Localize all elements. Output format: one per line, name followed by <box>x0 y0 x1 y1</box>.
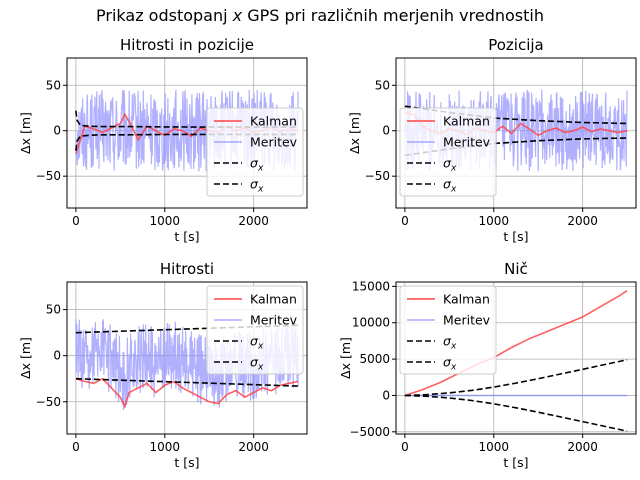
legend-label: Meritev <box>250 313 298 328</box>
y-axis-label: Δx [m] <box>347 112 362 154</box>
y-axis-label: Δx [m] <box>338 337 353 379</box>
chart-panel-1: 0 1000 2000 −50 0 50 Hitrosti in pozicije t [s]… <box>18 36 308 244</box>
x-tick-label: 1000 <box>479 214 510 228</box>
legend-box <box>399 285 497 375</box>
panel-title: Nič <box>504 260 528 278</box>
legend-label: σx <box>443 334 457 352</box>
x-tick-label: 0 <box>72 440 80 454</box>
x-tick-label: 2000 <box>238 440 269 454</box>
legend-label: σx <box>443 156 457 174</box>
y-axis-label: Δx [m] <box>18 337 33 379</box>
panel-title: Hitrosti <box>160 260 214 278</box>
chart-panel-4: 0 1000 2000 −5000 0 5000 10000 15000 Nič t [s] Δx … <box>338 260 637 470</box>
x-tick-label: 1000 <box>150 214 181 228</box>
legend-label: Meritev <box>443 313 491 328</box>
x-tick-label: 1000 <box>150 440 181 454</box>
y-tick-label: 50 <box>46 78 61 92</box>
x-axis-label: t [s] <box>174 229 199 244</box>
legend: Kalman Meritev σx σx <box>399 107 497 197</box>
y-tick-label: 0 <box>382 388 390 402</box>
legend-label: σx <box>443 355 457 373</box>
y-tick-label: −50 <box>36 169 61 183</box>
legend-label: Kalman <box>443 292 490 307</box>
legend-label: σx <box>250 334 264 352</box>
figure-suptitle: Prikaz odstopanj x GPS pri različnih mer… <box>96 6 544 25</box>
x-axis-label: t [s] <box>503 455 528 470</box>
y-tick-label: 15000 <box>352 279 390 293</box>
y-tick-label: −5000 <box>349 425 390 439</box>
y-tick-label: 50 <box>375 78 390 92</box>
x-tick-label: 2000 <box>567 440 598 454</box>
legend-label: Meritev <box>250 135 298 150</box>
y-tick-label: 50 <box>46 303 61 317</box>
x-tick-label: 0 <box>401 440 409 454</box>
legend-box <box>206 285 304 375</box>
legend-box <box>206 107 304 197</box>
series-line-meritev-1 <box>75 89 299 172</box>
axes-frame <box>66 57 308 209</box>
legend-label: σx <box>250 156 264 174</box>
x-tick-label: 2000 <box>567 214 598 228</box>
y-tick-label: −50 <box>365 169 390 183</box>
y-tick-label: 0 <box>53 349 61 363</box>
legend-label: Kalman <box>250 292 297 307</box>
chart-panel-3: 0 1000 2000 −50 0 50 Hitrosti t [s] Δx [m] Kalman… <box>18 260 308 470</box>
x-tick-label: 2000 <box>238 214 269 228</box>
y-tick-label: 5000 <box>359 352 390 366</box>
x-axis-label: t [s] <box>503 229 528 244</box>
legend: Kalman Meritev σx σx <box>206 285 304 375</box>
series-line-x-3 <box>75 377 299 387</box>
legend-label: σx <box>250 177 264 195</box>
series-line-kalman-0 <box>404 290 628 397</box>
legend-label: Meritev <box>443 135 491 150</box>
series-line-kalman-0 <box>75 377 299 409</box>
axes-frame <box>395 281 637 435</box>
x-tick-label: 1000 <box>479 440 510 454</box>
legend-label: σx <box>443 177 457 195</box>
y-tick-label: −50 <box>36 395 61 409</box>
series-line-x-2 <box>404 359 628 397</box>
y-tick-label: 0 <box>53 124 61 138</box>
axes-container: 0 1000 2000 −50 0 50 Hitrosti in pozicije t [s]… <box>18 36 637 470</box>
legend: Kalman Meritev σx σx <box>206 107 304 197</box>
y-tick-label: 0 <box>382 124 390 138</box>
series-line-x-3 <box>404 394 628 432</box>
y-axis-label: Δx [m] <box>18 112 33 154</box>
x-axis-label: t [s] <box>174 455 199 470</box>
chart-panel-2: 0 1000 2000 −50 0 50 Pozicija t [s] Δx [m] Kalman… <box>347 36 637 244</box>
axes-frame <box>66 281 308 435</box>
y-tick-label: 10000 <box>352 316 390 330</box>
panel-title: Pozicija <box>488 36 544 54</box>
legend: Kalman Meritev σx σx <box>399 285 497 375</box>
legend-box <box>399 107 497 197</box>
legend-label: Kalman <box>443 114 490 129</box>
x-tick-label: 0 <box>401 214 409 228</box>
panel-title: Hitrosti in pozicije <box>120 36 254 54</box>
axes-frame <box>395 57 637 209</box>
x-tick-label: 0 <box>72 214 80 228</box>
legend-label: Kalman <box>250 114 297 129</box>
legend-label: σx <box>250 355 264 373</box>
